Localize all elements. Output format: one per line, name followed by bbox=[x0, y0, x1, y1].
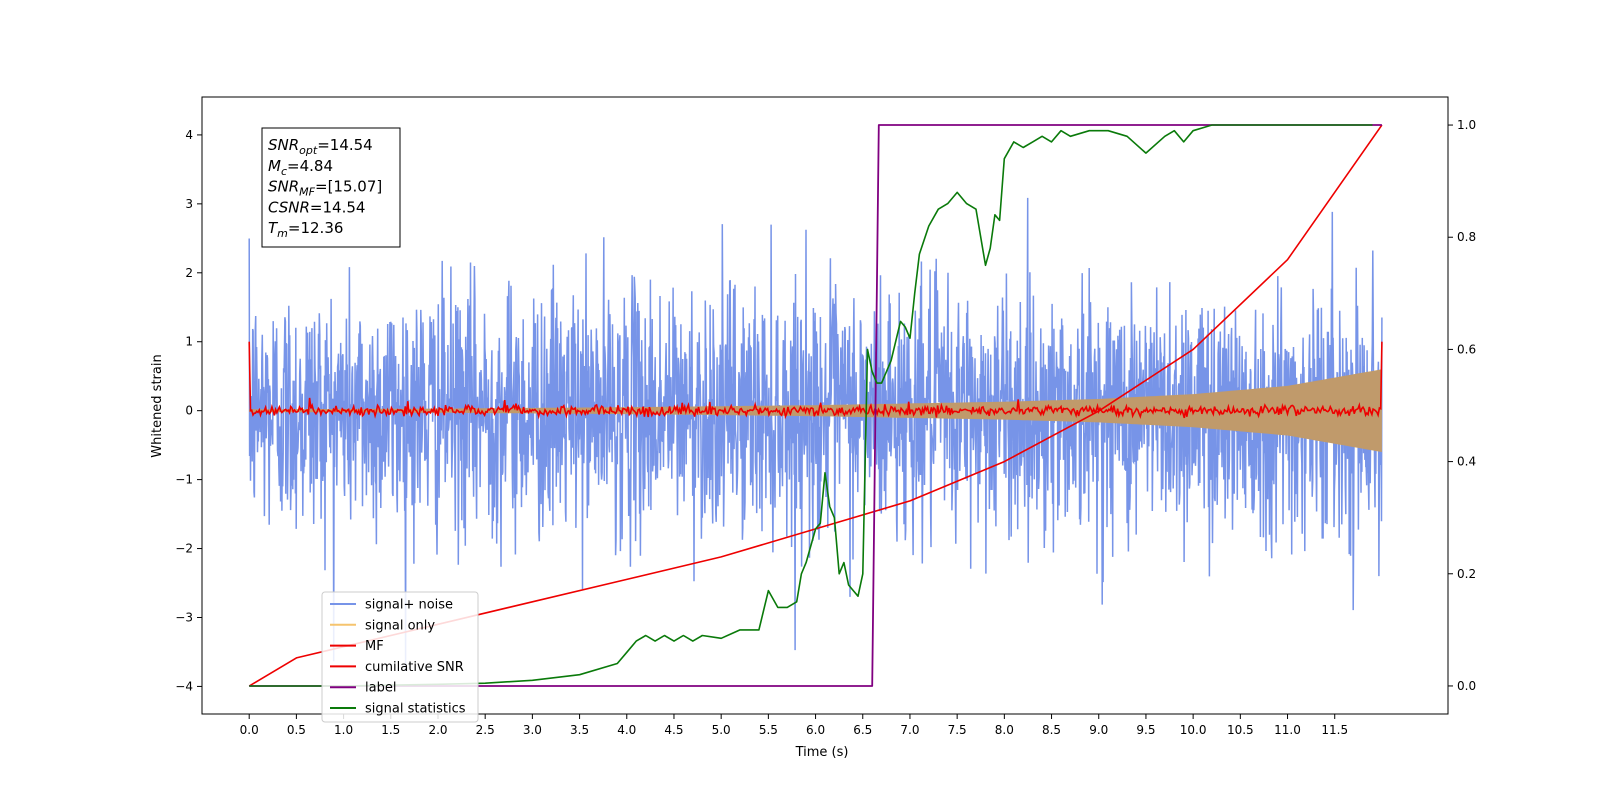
annotation-line: CSNR=14.54 bbox=[268, 198, 365, 216]
x-tick-label: 2.0 bbox=[428, 723, 447, 737]
y-left-tick-label: 0 bbox=[185, 404, 193, 418]
x-axis-label: Time (s) bbox=[795, 745, 849, 760]
x-tick-label: 7.5 bbox=[948, 723, 967, 737]
legend-label: label bbox=[365, 681, 396, 696]
signal-plus-noise-series bbox=[248, 197, 1383, 671]
x-tick-label: 0.0 bbox=[240, 723, 259, 737]
y-left-tick-label: −3 bbox=[175, 610, 193, 624]
x-tick-label: 9.0 bbox=[1089, 723, 1108, 737]
annotation-line: Mc=4.84 bbox=[268, 157, 333, 178]
y-right-tick-label: 0.8 bbox=[1457, 230, 1476, 244]
x-tick-label: 11.5 bbox=[1321, 723, 1348, 737]
legend-label: signal statistics bbox=[365, 702, 466, 717]
signal-only-series bbox=[249, 369, 1382, 452]
y-left-tick-label: 3 bbox=[185, 197, 193, 211]
y-left-tick-label: −4 bbox=[175, 679, 193, 693]
x-tick-label: 6.0 bbox=[806, 723, 825, 737]
x-tick-label: 8.0 bbox=[995, 723, 1014, 737]
x-tick-label: 1.5 bbox=[381, 723, 400, 737]
x-tick-label: 0.5 bbox=[287, 723, 306, 737]
y-axis-right-ticks: 1.0 0.8 0.6 0.4 0.2 0.0 bbox=[1448, 118, 1476, 693]
x-tick-label: 4.5 bbox=[664, 723, 683, 737]
x-tick-label: 11.0 bbox=[1274, 723, 1301, 737]
label-series bbox=[249, 124, 1382, 687]
y-left-tick-label: −2 bbox=[175, 542, 193, 556]
y-left-tick-label: 1 bbox=[185, 335, 193, 349]
annotation-line: SNRopt=14.54 bbox=[268, 136, 373, 157]
x-tick-label: 1.0 bbox=[334, 723, 353, 737]
x-tick-label: 3.0 bbox=[523, 723, 542, 737]
y-left-tick-label: −1 bbox=[175, 473, 193, 487]
y-right-tick-label: 0.2 bbox=[1457, 567, 1476, 581]
x-tick-label: 5.5 bbox=[759, 723, 778, 737]
x-tick-label: 9.5 bbox=[1136, 723, 1155, 737]
x-axis-ticks: 0.0 0.5 1.0 1.5 2.0 2.5 3.0 3.5 4.0 4.5 5.0 5.5 6.0 6… bbox=[240, 714, 1348, 737]
x-tick-label: 10.0 bbox=[1180, 723, 1207, 737]
annotation-line: SNRMF=[15.07] bbox=[268, 178, 382, 199]
legend-label: cumilative SNR bbox=[365, 660, 464, 675]
y-right-tick-label: 0.6 bbox=[1457, 342, 1476, 356]
legend-label: signal+ noise bbox=[365, 598, 453, 613]
label-line bbox=[249, 124, 1382, 687]
annotation-box: SNRopt=14.54Mc=4.84SNRMF=[15.07]CSNR=14.… bbox=[261, 127, 401, 248]
x-tick-label: 8.5 bbox=[1042, 723, 1061, 737]
x-tick-label: 3.5 bbox=[570, 723, 589, 737]
x-tick-label: 5.0 bbox=[712, 723, 731, 737]
y-axis-label: Whitened strain bbox=[150, 354, 165, 457]
y-right-tick-label: 1.0 bbox=[1457, 118, 1476, 132]
axes-frame bbox=[201, 96, 1449, 715]
mf-line bbox=[248, 341, 1383, 420]
legend-label: signal only bbox=[365, 618, 435, 633]
y-left-tick-label: 2 bbox=[185, 266, 193, 280]
y-left-tick-label: 4 bbox=[185, 128, 193, 142]
legend: signal+ noise signal only MF cumilative SNR… bbox=[321, 591, 479, 723]
signal-only-envelope bbox=[249, 369, 1382, 452]
y-axis-left-ticks: 4 3 2 1 0 −1 −2 −3 −4 bbox=[175, 128, 202, 693]
annotation-line: Tm=12.36 bbox=[268, 219, 343, 240]
signal-statistics-series bbox=[249, 124, 1373, 687]
signal-plus-noise-line bbox=[248, 197, 1383, 671]
signal-statistics-line bbox=[249, 124, 1373, 687]
x-tick-label: 10.5 bbox=[1227, 723, 1254, 737]
mf-series bbox=[248, 341, 1383, 420]
x-tick-label: 4.0 bbox=[617, 723, 636, 737]
y-right-tick-label: 0.0 bbox=[1457, 679, 1476, 693]
x-tick-label: 6.5 bbox=[853, 723, 872, 737]
y-right-tick-label: 0.4 bbox=[1457, 455, 1476, 469]
legend-label: MF bbox=[365, 639, 384, 654]
x-tick-label: 7.0 bbox=[900, 723, 919, 737]
x-tick-label: 2.5 bbox=[476, 723, 495, 737]
